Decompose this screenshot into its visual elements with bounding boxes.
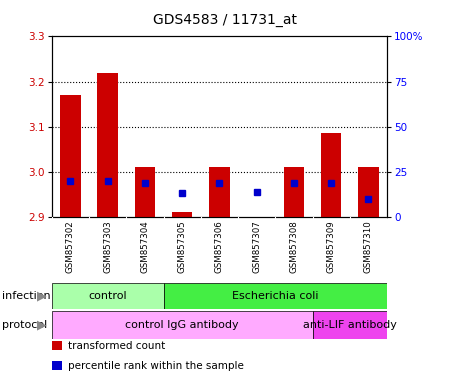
Bar [284, 167, 304, 217]
Text: GSM857302: GSM857302 [66, 220, 75, 273]
Text: GSM857309: GSM857309 [327, 220, 336, 273]
Text: GSM857303: GSM857303 [103, 220, 112, 273]
Text: ▶: ▶ [36, 290, 46, 303]
Text: protocol: protocol [2, 319, 48, 330]
Text: GSM857310: GSM857310 [364, 220, 373, 273]
Text: GDS4583 / 11731_at: GDS4583 / 11731_at [153, 13, 297, 27]
Text: infection: infection [2, 291, 51, 301]
Bar [172, 212, 192, 217]
Bar [321, 134, 342, 217]
Bar [209, 167, 230, 217]
Bar [97, 73, 118, 217]
Text: GSM857307: GSM857307 [252, 220, 261, 273]
Text: control IgG antibody: control IgG antibody [125, 319, 239, 330]
Text: GSM857304: GSM857304 [140, 220, 149, 273]
Text: control: control [88, 291, 127, 301]
Text: transformed count: transformed count [68, 341, 166, 351]
Text: ▶: ▶ [36, 318, 46, 331]
Bar [60, 95, 81, 217]
Bar [52, 311, 312, 339]
Bar [312, 311, 387, 339]
Bar [135, 167, 155, 217]
Bar [163, 283, 387, 309]
Bar [358, 167, 378, 217]
Text: Escherichia coli: Escherichia coli [232, 291, 319, 301]
Text: GSM857305: GSM857305 [178, 220, 187, 273]
Text: GSM857308: GSM857308 [289, 220, 298, 273]
Text: percentile rank within the sample: percentile rank within the sample [68, 361, 244, 371]
Text: anti-LIF antibody: anti-LIF antibody [303, 319, 397, 330]
Bar [52, 283, 163, 309]
Text: GSM857306: GSM857306 [215, 220, 224, 273]
